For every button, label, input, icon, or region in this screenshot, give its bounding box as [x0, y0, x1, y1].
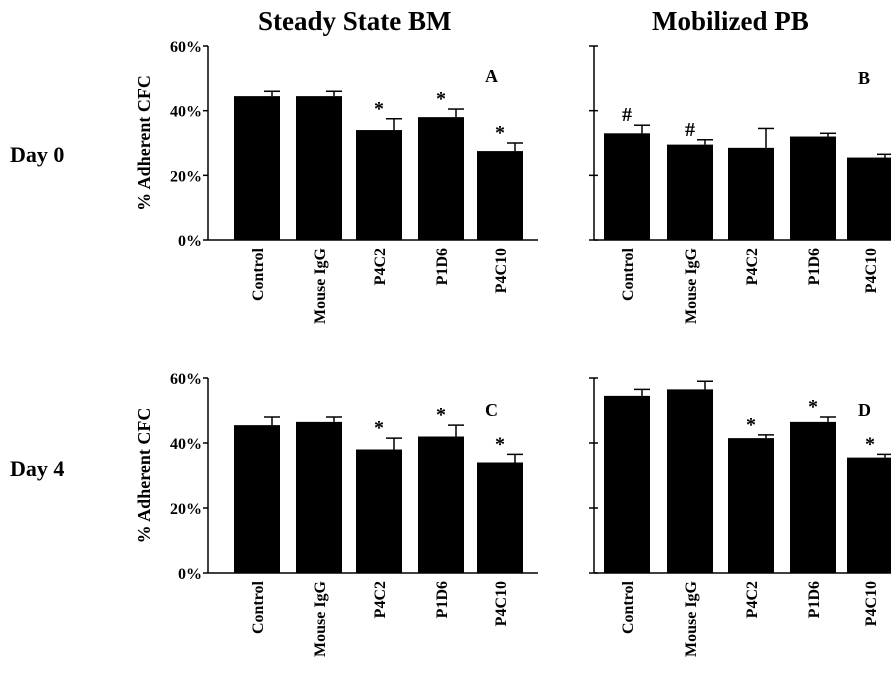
y-tick-label-a: 20%: [170, 168, 202, 185]
significance-marker-d: *: [746, 414, 756, 436]
bar-c: [418, 436, 464, 573]
category-label-c: Control: [250, 580, 267, 634]
bar-d: [790, 421, 836, 573]
significance-marker-d: *: [808, 396, 818, 418]
bar-d: [847, 457, 891, 573]
y-tick-label-c: 20%: [170, 501, 202, 518]
y-tick-label-a: 0%: [178, 233, 202, 250]
significance-marker-b: #: [685, 119, 695, 141]
bar-d: [728, 438, 774, 573]
bar-a: [356, 130, 402, 240]
y-tick-label-c: 60%: [170, 371, 202, 388]
category-label-b: P4C2: [744, 248, 761, 285]
bar-a: [296, 96, 342, 240]
significance-marker-a: *: [436, 88, 446, 110]
significance-marker-c: *: [495, 433, 505, 455]
significance-marker-c: *: [374, 417, 384, 439]
bar-c: [234, 425, 280, 573]
bar-c: [356, 449, 402, 573]
bar-a: [418, 117, 464, 240]
category-label-a: P1D6: [434, 248, 451, 285]
category-label-b: Mouse IgG: [683, 247, 700, 324]
bar-d: [604, 395, 650, 573]
panel-letter-a: A: [485, 66, 498, 86]
category-label-b: P1D6: [806, 248, 823, 285]
y-tick-label-c: 0%: [178, 566, 202, 583]
category-label-c: P4C2: [372, 581, 389, 618]
y-axis-label-a: % Adherent CFC: [134, 75, 154, 211]
category-label-d: P4C10: [863, 581, 880, 626]
category-label-c: P4C10: [493, 581, 510, 626]
bar-c: [477, 462, 523, 573]
category-label-a: P4C10: [493, 248, 510, 293]
significance-marker-d: *: [865, 433, 875, 455]
bar-a: [477, 151, 523, 240]
bar-b: [604, 133, 650, 240]
column-title-steady-state: Steady State BM: [258, 6, 452, 36]
category-label-d: Mouse IgG: [683, 580, 700, 657]
panel-letter-b: B: [858, 68, 870, 88]
panel-letter-c: C: [485, 400, 498, 420]
category-label-d: P4C2: [744, 581, 761, 618]
bar-d: [667, 389, 713, 573]
significance-marker-a: *: [495, 122, 505, 144]
category-label-a: Mouse IgG: [312, 247, 329, 324]
category-label-a: Control: [250, 247, 267, 301]
y-axis-label-c: % Adherent CFC: [134, 408, 154, 544]
significance-marker-c: *: [436, 404, 446, 426]
category-label-c: Mouse IgG: [312, 580, 329, 657]
category-label-a: P4C2: [372, 248, 389, 285]
category-label-b: Control: [620, 247, 637, 301]
panel-letter-d: D: [858, 400, 871, 420]
category-label-c: P1D6: [434, 581, 451, 618]
column-title-mobilized: Mobilized PB: [652, 6, 809, 36]
y-tick-label-a: 40%: [170, 104, 202, 121]
bar-c: [296, 421, 342, 573]
category-label-d: P1D6: [806, 581, 823, 618]
row-label-day4: Day 4: [10, 456, 65, 481]
y-tick-label-a: 60%: [170, 39, 202, 56]
bar-b: [847, 157, 891, 240]
row-label-day0: Day 0: [10, 142, 65, 167]
significance-marker-a: *: [374, 98, 384, 120]
bar-b: [790, 136, 836, 240]
y-tick-label-c: 40%: [170, 436, 202, 453]
category-label-b: P4C10: [863, 248, 880, 293]
bar-a: [234, 96, 280, 240]
bar-b: [667, 144, 713, 240]
bar-b: [728, 147, 774, 240]
significance-marker-b: #: [622, 104, 632, 126]
category-label-d: Control: [620, 580, 637, 634]
